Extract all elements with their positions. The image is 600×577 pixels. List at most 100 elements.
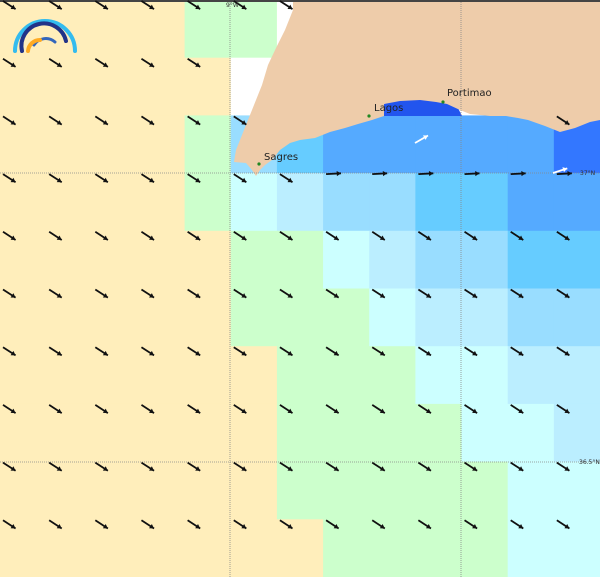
wave-cell <box>369 461 416 520</box>
wave-cell <box>369 403 416 463</box>
wave-cell <box>46 115 93 174</box>
current-arrow-icon <box>510 288 524 299</box>
current-arrow-icon <box>48 173 63 184</box>
wave-cell <box>415 461 463 520</box>
wave-cell <box>92 346 139 405</box>
current-arrow-icon <box>233 346 247 357</box>
wave-cell <box>138 461 186 520</box>
current-arrow-icon <box>48 115 63 126</box>
wave-cell <box>461 403 509 463</box>
current-arrow-icon <box>510 461 524 472</box>
wave-cell <box>92 115 139 174</box>
wave-cell <box>415 288 463 347</box>
wave-cell <box>184 173 232 232</box>
wave-cell <box>369 288 416 347</box>
current-arrow-icon <box>2 115 17 126</box>
current-arrow-icon <box>510 404 524 414</box>
current-arrow-icon <box>417 346 432 357</box>
current-arrow-icon <box>464 288 478 299</box>
wave-cell <box>230 173 278 232</box>
wave-cell <box>507 173 555 232</box>
wave-cell <box>323 230 370 289</box>
current-arrow-icon <box>371 519 386 530</box>
current-arrow-icon <box>187 461 201 472</box>
wave-cell <box>461 230 509 289</box>
current-arrow-icon <box>279 346 293 357</box>
current-arrow-icon <box>464 231 478 241</box>
wave-cell <box>92 0 139 59</box>
current-arrow-icon <box>94 346 109 357</box>
wave-cell <box>276 288 324 347</box>
wave-cell <box>184 0 232 59</box>
place-label: Sagres <box>264 152 298 163</box>
current-arrow-icon <box>48 519 63 530</box>
current-arrow-icon <box>187 173 201 184</box>
wave-cell <box>276 346 324 405</box>
wave-cell <box>184 57 232 116</box>
wave-cell <box>507 461 555 520</box>
current-arrow-icon <box>94 288 109 299</box>
current-arrow-icon <box>94 461 109 472</box>
current-arrow-icon <box>556 519 570 530</box>
wave-cell <box>0 346 47 405</box>
current-arrow-icon <box>94 519 109 530</box>
current-arrow-icon <box>325 346 340 357</box>
current-arrow-icon <box>279 404 293 414</box>
current-arrow-icon <box>48 404 63 414</box>
wave-cell <box>230 519 278 577</box>
current-arrow-icon <box>187 231 201 241</box>
current-arrow-icon <box>140 461 155 472</box>
current-arrow-icon <box>417 231 432 241</box>
wave-cell <box>46 346 93 405</box>
wave-cell <box>0 519 47 577</box>
current-arrow-icon <box>556 170 572 177</box>
current-arrow-icon <box>510 231 524 241</box>
wave-cell <box>230 461 278 520</box>
current-arrow-icon <box>48 57 63 68</box>
current-arrow-icon <box>140 231 155 241</box>
wave-cell <box>461 346 509 405</box>
current-arrow-icon <box>464 170 480 177</box>
current-arrow-icon <box>371 404 386 414</box>
current-arrow-icon <box>556 231 570 241</box>
current-arrow-icon <box>326 170 342 177</box>
wave-cell <box>0 288 47 347</box>
wave-cell <box>184 403 232 463</box>
wave-cell <box>507 288 555 347</box>
land-portugal <box>234 0 600 176</box>
current-arrow-icon <box>140 519 155 530</box>
wave-cell <box>92 403 139 463</box>
wave-cell <box>184 230 232 289</box>
current-arrow-icon <box>2 346 17 357</box>
current-arrow-icon <box>187 115 201 126</box>
current-arrow-icon <box>2 519 17 530</box>
lon-label-9w: 9°W <box>226 2 239 9</box>
wave-cell <box>92 288 139 347</box>
wave-cell <box>507 230 555 289</box>
wave-cell <box>369 230 416 289</box>
wave-cell <box>230 288 278 347</box>
current-arrow-icon <box>2 404 17 414</box>
wave-cell <box>507 519 555 577</box>
wave-cell <box>46 461 93 520</box>
current-arrow-icon <box>556 461 570 472</box>
current-arrow-icon <box>233 0 247 10</box>
place-sagres: Sagres <box>257 152 298 166</box>
wave-cell <box>46 57 93 116</box>
wave-cell <box>46 0 93 59</box>
wave-cell <box>461 461 509 520</box>
current-arrow-icon <box>187 519 201 530</box>
wave-cell <box>461 519 509 577</box>
current-arrow-icon <box>140 288 155 299</box>
wave-cell <box>138 346 186 405</box>
wave-cell <box>276 403 324 463</box>
current-arrows <box>2 0 572 530</box>
wave-cell <box>461 173 509 232</box>
wave-cell <box>415 403 463 463</box>
wave-cell <box>0 461 47 520</box>
current-arrow-icon <box>372 170 388 177</box>
logo-icon <box>13 19 77 53</box>
current-arrow-icon <box>233 231 247 241</box>
wave-cell <box>184 288 232 347</box>
current-arrow-icon <box>2 288 17 299</box>
